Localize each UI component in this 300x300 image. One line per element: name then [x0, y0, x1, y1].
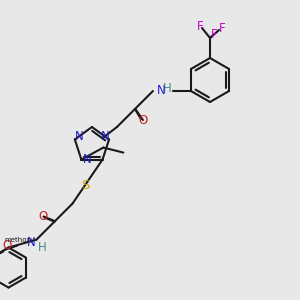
- Text: N: N: [83, 153, 92, 166]
- Text: H: H: [38, 241, 47, 254]
- Text: N: N: [157, 85, 165, 98]
- Text: N: N: [101, 130, 110, 143]
- Text: S: S: [81, 179, 90, 192]
- Text: F: F: [219, 22, 225, 34]
- Text: methoxy: methoxy: [4, 237, 34, 243]
- Text: N: N: [74, 130, 83, 143]
- Text: H: H: [163, 82, 171, 94]
- Text: O: O: [3, 239, 12, 252]
- Text: O: O: [38, 210, 47, 223]
- Text: F: F: [211, 28, 217, 40]
- Text: O: O: [138, 115, 148, 128]
- Text: N: N: [27, 236, 36, 249]
- Text: F: F: [197, 20, 203, 32]
